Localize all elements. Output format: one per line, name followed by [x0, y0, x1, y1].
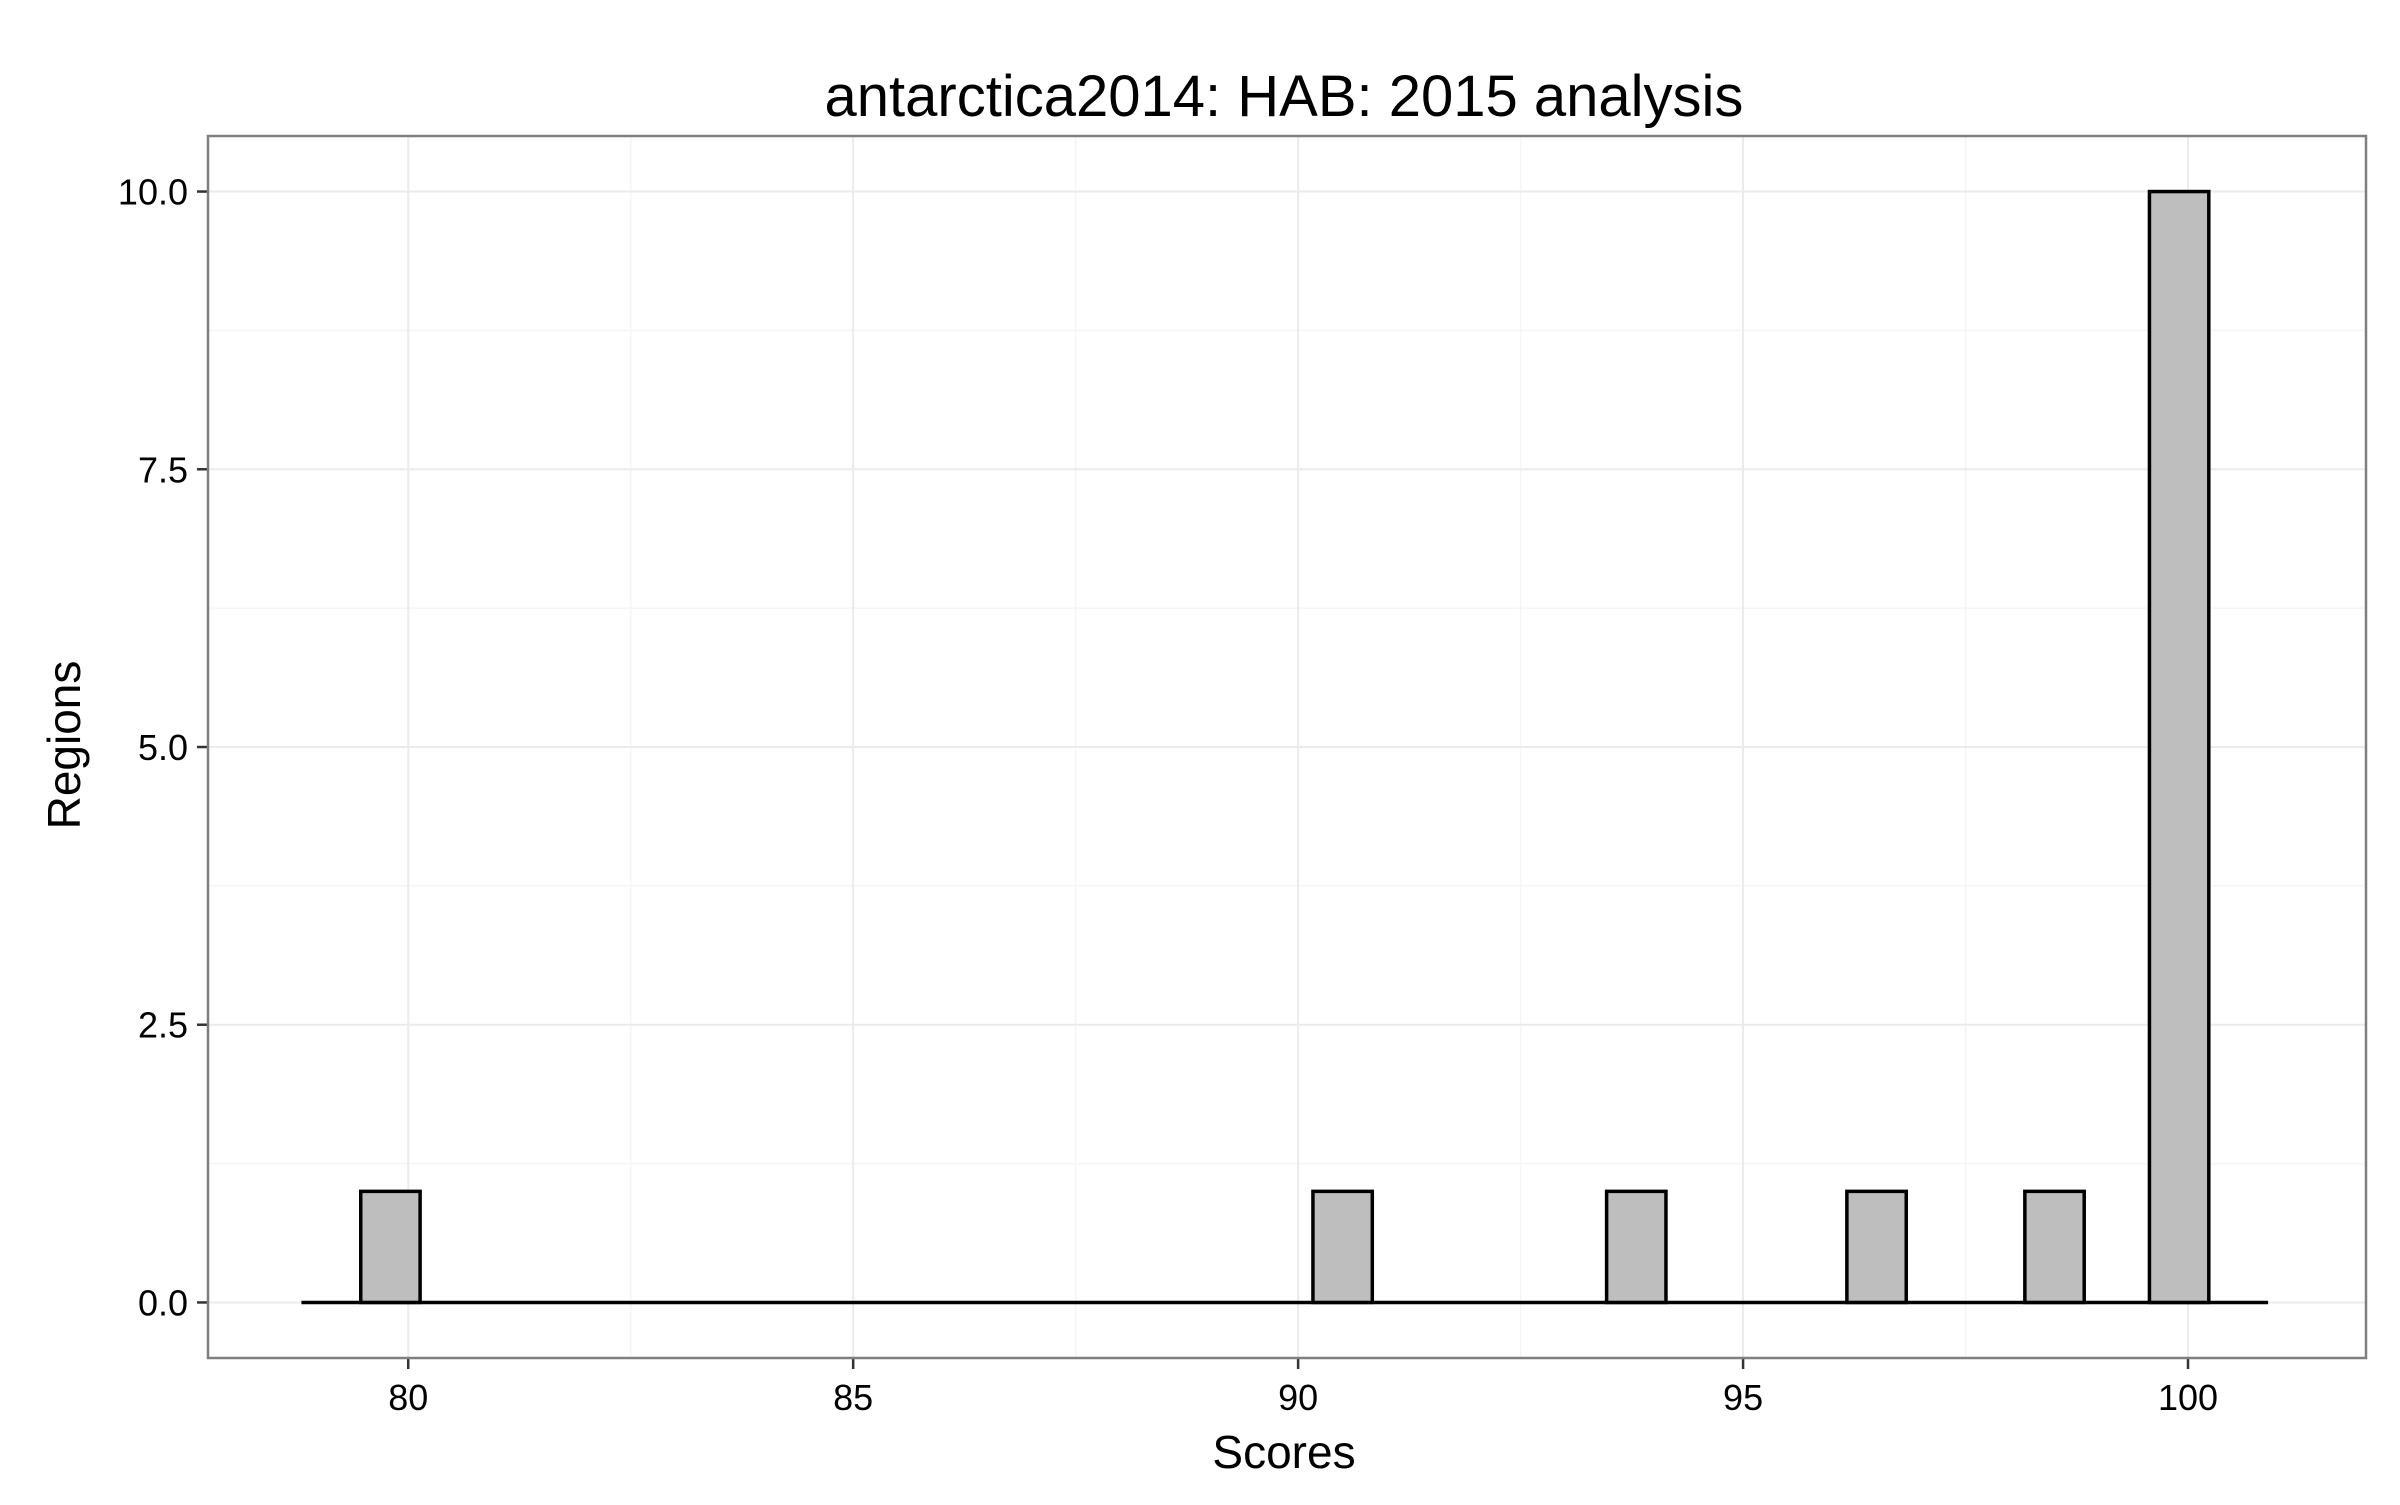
x-axis-label: Scores — [1212, 1426, 1355, 1478]
histogram-bar — [1604, 1189, 1668, 1305]
x-tick-label: 85 — [833, 1377, 873, 1418]
y-axis-label: Regions — [38, 661, 90, 830]
chart-title: antarctica2014: HAB: 2015 analysis — [825, 64, 1744, 129]
y-tick-label: 10.0 — [118, 172, 188, 213]
histogram-bars — [301, 189, 2269, 1305]
x-tick-label: 100 — [2158, 1377, 2218, 1418]
x-tick-label: 95 — [1723, 1377, 1763, 1418]
y-tick-label: 0.0 — [138, 1282, 188, 1323]
histogram-bar — [1311, 1189, 1375, 1305]
y-tick-label: 5.0 — [138, 727, 188, 768]
axes: 80 85 90 95 100 0.0 2.5 5.0 7.5 10.0 — [118, 172, 2218, 1418]
histogram-bar — [2023, 1189, 2086, 1305]
x-tick-label: 90 — [1278, 1377, 1318, 1418]
histogram-bar — [2147, 189, 2211, 1305]
histogram-bar — [359, 1189, 422, 1305]
histogram-bar — [1845, 1189, 1908, 1305]
x-tick-label: 80 — [388, 1377, 428, 1418]
y-tick-label: 7.5 — [138, 449, 188, 490]
panel-border — [206, 134, 2368, 1360]
y-tick-label: 2.5 — [138, 1005, 188, 1046]
